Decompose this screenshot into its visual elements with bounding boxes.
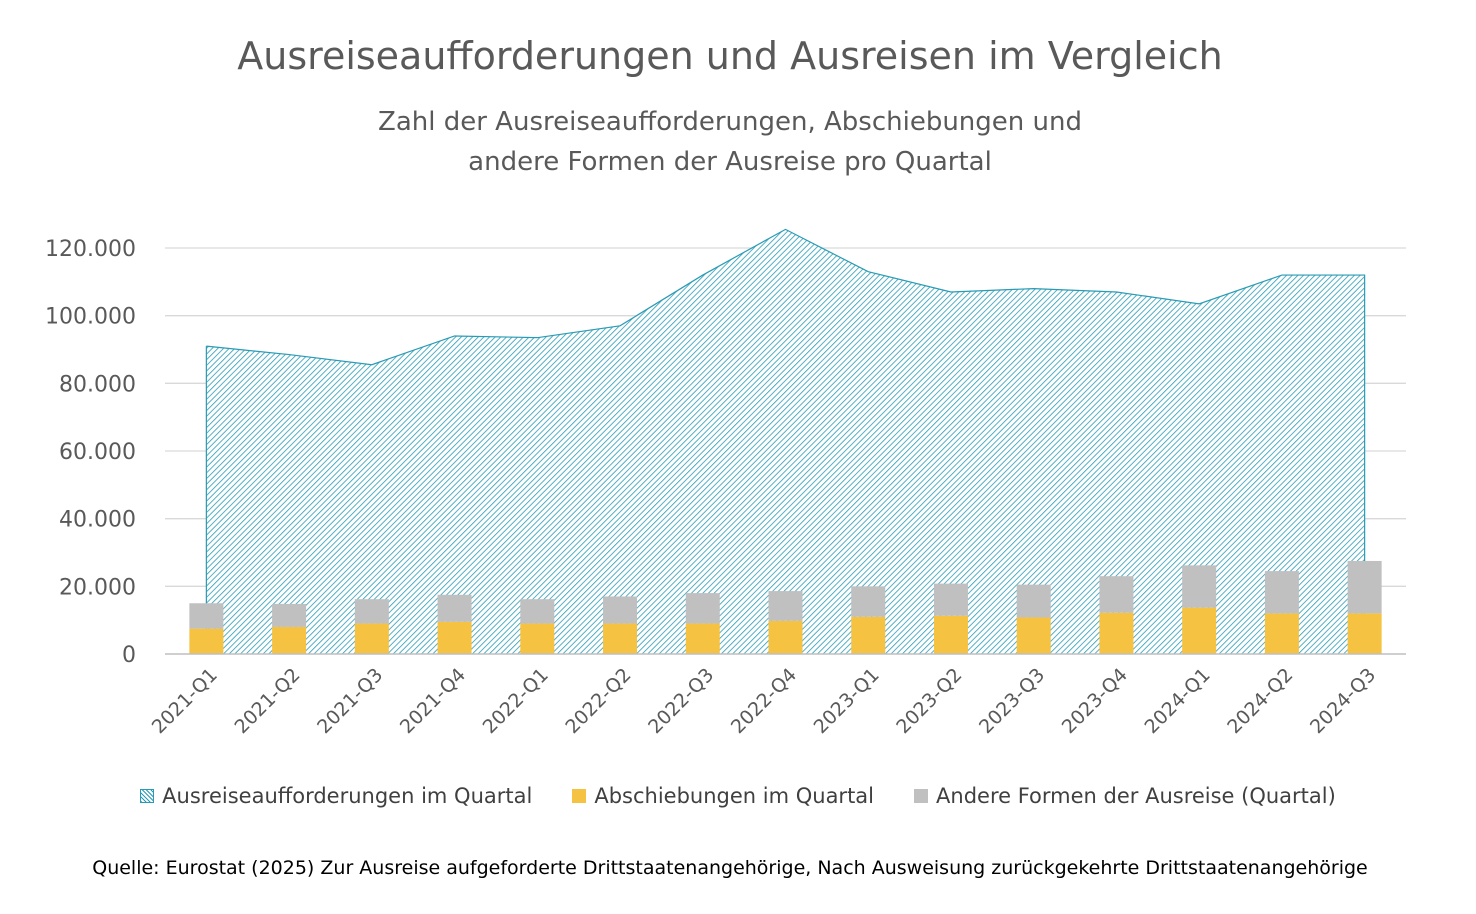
bar-abschiebungen [1347,613,1382,654]
source-note: Quelle: Eurostat (2025) Zur Ausreise auf… [92,857,1368,879]
legend-swatch-gray [914,789,929,803]
y-tick-label: 60.000 [59,440,136,465]
bar-andere-formen [437,594,472,622]
bar-abschiebungen [933,615,968,654]
area-outline [205,228,1366,654]
x-tick-label: 2023-Q2 [892,664,966,738]
x-tick-label: 2023-Q4 [1058,664,1132,738]
x-axis: 2021-Q1 2021-Q2 2021-Q3 2021-Q4 2022-Q1 2022-… [148,664,1380,738]
x-tick-label: 2022-Q1 [479,664,553,738]
bar-abschiebungen [603,623,638,654]
legend-swatch-area [140,789,155,803]
y-tick-label: 80.000 [59,372,136,397]
legend-label: Abschiebungen im Quartal [594,784,875,808]
x-tick-label: 2021-Q4 [396,664,470,738]
bar-andere-formen [1099,576,1134,613]
bar-andere-formen [520,599,555,624]
bar-abschiebungen [1182,607,1217,654]
y-tick-label: 20.000 [59,575,136,600]
bar-abschiebungen [354,623,389,654]
bar-abschiebungen [272,626,307,654]
bar-andere-formen [272,603,307,627]
bar-abschiebungen [189,628,224,654]
bar-andere-formen [685,593,720,624]
x-tick-label: 2021-Q3 [313,664,387,738]
legend-label: Andere Formen der Ausreise (Quartal) [936,784,1336,808]
bar-abschiebungen [1264,613,1299,654]
x-tick-label: 2022-Q4 [727,664,801,738]
bar-andere-formen [933,583,968,616]
bar-andere-formen [1264,571,1299,614]
area-fill [206,229,1365,654]
bar-abschiebungen [1099,612,1134,654]
legend: Ausreiseaufforderungen im Quartal Abschi… [0,784,1476,808]
bar-abschiebungen [437,621,472,654]
bar-series [189,560,1382,654]
x-tick-label: 2021-Q2 [230,664,304,738]
y-tick-label: 0 [122,643,136,668]
y-tick-label: 120.000 [45,237,136,262]
bar-andere-formen [354,599,389,624]
chart-subtitle: Zahl der Ausreiseaufforderungen, Abschie… [378,107,1082,177]
bar-andere-formen [1182,565,1217,608]
legend-label: Ausreiseaufforderungen im Quartal [162,784,533,808]
bar-abschiebungen [851,616,886,654]
bar-andere-formen [603,596,638,624]
bar-andere-formen [768,591,803,621]
x-tick-label: 2023-Q3 [975,664,1049,738]
chart-title: Ausreiseaufforderungen und Ausreisen im … [237,34,1223,78]
x-tick-label: 2021-Q1 [148,664,222,738]
legend-item-andere-formen: Andere Formen der Ausreise (Quartal) [914,784,1336,808]
bar-andere-formen [189,603,224,629]
x-tick-label: 2023-Q1 [810,664,884,738]
legend-swatch-yellow [572,789,587,803]
x-tick-label: 2022-Q3 [644,664,718,738]
legend-item-abschiebungen: Abschiebungen im Quartal [572,784,874,808]
bar-abschiebungen [1016,617,1051,654]
bar-abschiebungen [685,623,720,654]
bar-andere-formen [1016,584,1051,618]
x-tick-label: 2024-Q1 [1140,664,1214,738]
y-tick-label: 100.000 [45,305,136,330]
area-series [205,228,1366,654]
y-tick-label: 40.000 [59,508,136,533]
x-tick-label: 2024-Q3 [1306,664,1380,738]
bar-andere-formen [1347,560,1382,614]
bar-abschiebungen [768,620,803,654]
legend-item-ausreiseaufforderungen: Ausreiseaufforderungen im Quartal [140,784,532,808]
x-tick-label: 2024-Q2 [1223,664,1297,738]
bar-andere-formen [851,586,886,617]
x-tick-label: 2022-Q2 [561,664,635,738]
bar-abschiebungen [520,623,555,654]
y-axis: 0 20.000 40.000 60.000 80.000 100.000 120.000 [45,237,136,668]
